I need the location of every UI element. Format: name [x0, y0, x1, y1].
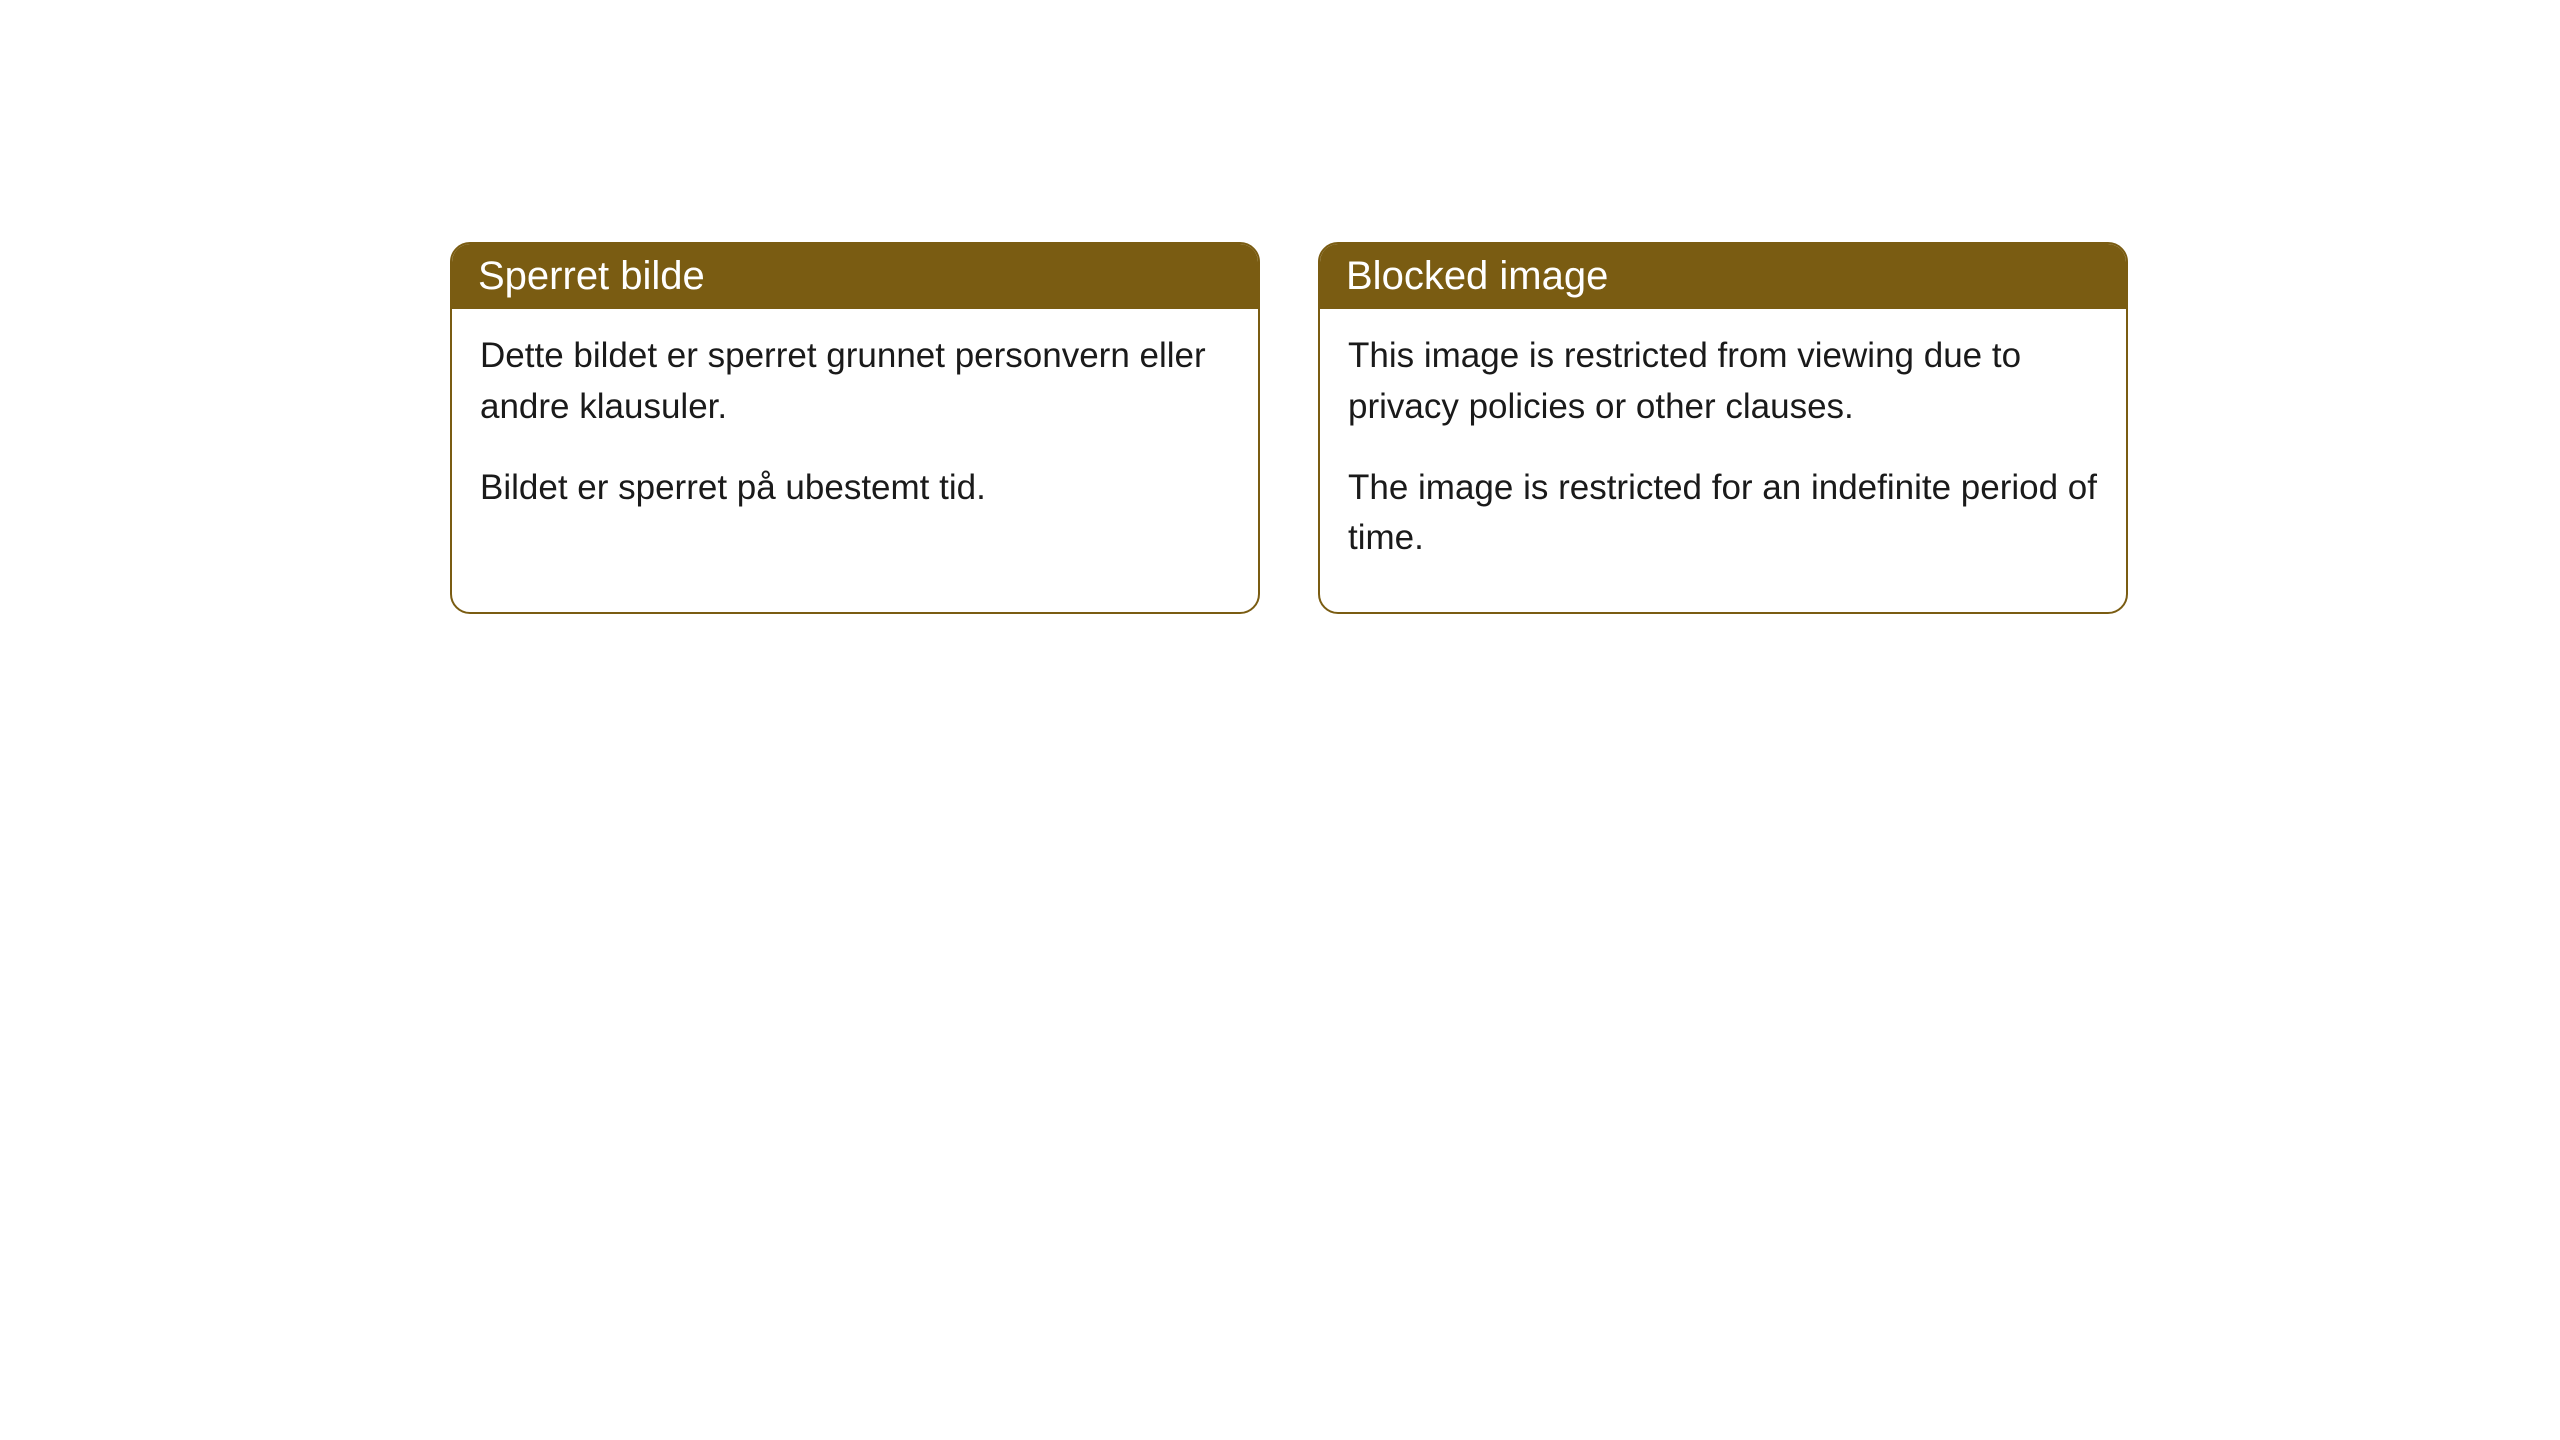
blocked-image-card-english: Blocked image This image is restricted f…: [1318, 242, 2128, 614]
card-text-line1-english: This image is restricted from viewing du…: [1348, 331, 2098, 433]
card-text-line2-norwegian: Bildet er sperret på ubestemt tid.: [480, 463, 1230, 514]
card-body-norwegian: Dette bildet er sperret grunnet personve…: [452, 309, 1258, 561]
card-text-line1-norwegian: Dette bildet er sperret grunnet personve…: [480, 331, 1230, 433]
notice-cards-container: Sperret bilde Dette bildet er sperret gr…: [450, 242, 2128, 614]
card-header-english: Blocked image: [1320, 244, 2126, 309]
card-text-line2-english: The image is restricted for an indefinit…: [1348, 463, 2098, 565]
card-body-english: This image is restricted from viewing du…: [1320, 309, 2126, 612]
blocked-image-card-norwegian: Sperret bilde Dette bildet er sperret gr…: [450, 242, 1260, 614]
card-header-norwegian: Sperret bilde: [452, 244, 1258, 309]
